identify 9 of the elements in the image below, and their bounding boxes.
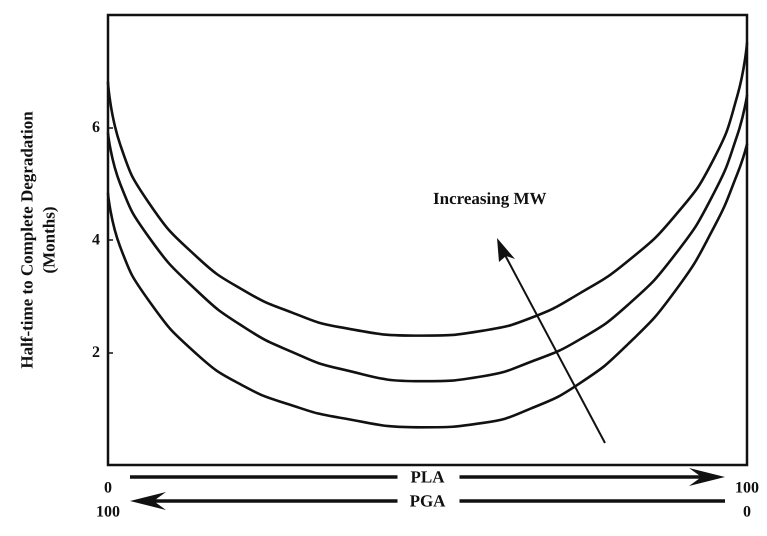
y-tick-label: 6 <box>92 119 100 136</box>
x2-tick-label: 0 <box>743 504 751 520</box>
x-axis-title: PLA <box>410 468 446 486</box>
y-axis-title: Half-time to Complete Degradation (Months) <box>18 110 58 369</box>
y-tick-label: 4 <box>92 232 100 248</box>
annotation: Increasing MW <box>433 189 546 208</box>
x2-axis-title: PGA <box>410 492 446 510</box>
y-tick-label: 2 <box>92 344 100 361</box>
x2-tick-label: 100 <box>96 504 120 520</box>
